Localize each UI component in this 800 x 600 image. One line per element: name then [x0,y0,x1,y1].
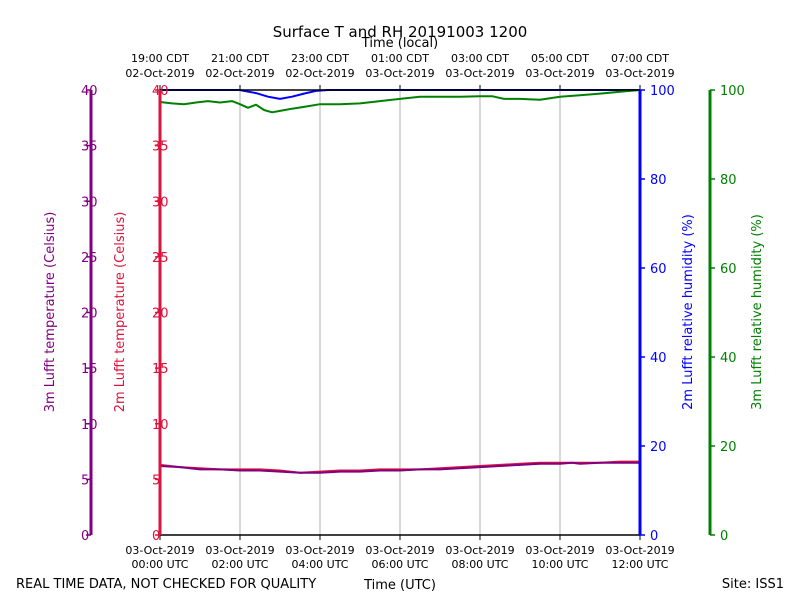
y-tick-label-rh2m: 40 [650,351,667,366]
top-axis-label: Time (local) [361,36,438,51]
bottom-tick-time: 08:00 UTC [451,558,508,571]
top-tick-time: 03:00 CDT [451,52,509,65]
y-tick-label-rh3m: 0 [720,529,728,544]
y-tick-label-rh3m: 100 [720,84,745,99]
bottom-tick-date: 03-Oct-2019 [445,544,514,557]
y-tick-label-t2m: 25 [152,251,169,266]
y-tick-label-t2m: 30 [152,195,169,210]
bottom-tick-date: 03-Oct-2019 [365,544,434,557]
y-axis-label-2m-temperature: 2m Lufft temperature (Celsius) [113,212,128,413]
bottom-tick-date: 03-Oct-2019 [205,544,274,557]
y-tick-label-t3m: 40 [81,84,98,99]
y-tick-label-t2m: 35 [152,140,169,155]
y-tick-label-t3m: 35 [81,140,98,155]
y-tick-label-t2m: 15 [152,362,169,377]
top-tick-time: 19:00 CDT [131,52,189,65]
y-tick-label-t3m: 10 [81,418,98,433]
y-tick-label-t2m: 0 [152,529,160,544]
y-axis-label-2m-humidity: 2m Lufft relative humidity (%) [681,214,696,410]
top-tick-date: 03-Oct-2019 [445,67,514,80]
top-tick-time: 07:00 CDT [611,52,669,65]
top-tick-date: 03-Oct-2019 [525,67,594,80]
bottom-tick-time: 12:00 UTC [611,558,668,571]
y-tick-label-t2m: 10 [152,418,169,433]
bottom-tick-date: 03-Oct-2019 [525,544,594,557]
y-tick-label-t2m: 40 [152,84,169,99]
top-tick-date: 02-Oct-2019 [285,67,354,80]
y-tick-label-rh2m: 20 [650,440,667,455]
y-tick-label-t3m: 25 [81,251,98,266]
quality-disclaimer: REAL TIME DATA, NOT CHECKED FOR QUALITY [16,577,316,592]
bottom-tick-date: 03-Oct-2019 [605,544,674,557]
y-tick-label-rh3m: 20 [720,440,737,455]
bottom-tick-time: 04:00 UTC [291,558,348,571]
bottom-tick-time: 10:00 UTC [531,558,588,571]
top-tick-date: 03-Oct-2019 [605,67,674,80]
y-tick-label-t3m: 0 [81,529,89,544]
top-tick-time: 05:00 CDT [531,52,589,65]
bottom-tick-time: 00:00 UTC [131,558,188,571]
y-tick-label-t3m: 15 [81,362,98,377]
y-tick-label-rh3m: 80 [720,173,737,188]
y-axis-label-3m-humidity: 3m Lufft relative humidity (%) [750,214,765,410]
top-tick-time: 23:00 CDT [291,52,349,65]
site-label: Site: ISS1 [722,577,784,592]
y-tick-label-rh2m: 60 [650,262,667,277]
top-tick-date: 03-Oct-2019 [365,67,434,80]
y-tick-label-rh3m: 60 [720,262,737,277]
bottom-tick-date: 03-Oct-2019 [125,544,194,557]
y-tick-label-rh2m: 100 [650,84,675,99]
y-tick-label-t3m: 20 [81,307,98,322]
top-tick-date: 02-Oct-2019 [205,67,274,80]
series-line-t3m [159,461,640,474]
y-axis-label-3m-temperature: 3m Lufft temperature (Celsius) [43,212,58,413]
top-tick-time: 21:00 CDT [211,52,269,65]
y-tick-label-t2m: 20 [152,307,169,322]
top-tick-time: 01:00 CDT [371,52,429,65]
y-tick-label-rh2m: 80 [650,173,667,188]
top-tick-date: 02-Oct-2019 [125,67,194,80]
bottom-tick-time: 06:00 UTC [371,558,428,571]
y-tick-label-t3m: 5 [81,473,89,488]
y-tick-label-rh3m: 40 [720,351,737,366]
y-tick-label-t2m: 5 [152,473,160,488]
series-line-t2m [159,460,640,474]
y-tick-label-t3m: 30 [81,195,98,210]
bottom-axis-label: Time (UTC) [363,578,436,593]
grid [239,90,561,535]
chart-title: Surface T and RH 20191003 1200 [273,23,528,41]
bottom-tick-date: 03-Oct-2019 [285,544,354,557]
bottom-tick-time: 02:00 UTC [211,558,268,571]
series-line-rh3m [159,89,641,114]
y-tick-label-rh2m: 0 [650,529,658,544]
